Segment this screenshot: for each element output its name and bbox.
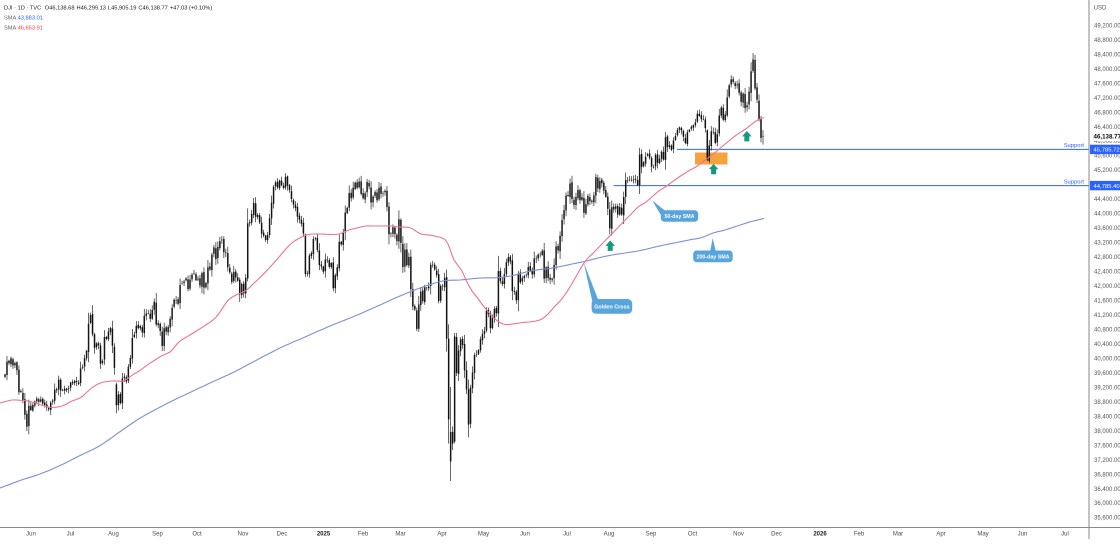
svg-text:Golden Cross: Golden Cross <box>594 304 629 310</box>
svg-text:Feb: Feb <box>358 532 369 538</box>
svg-text:Sep: Sep <box>152 532 163 538</box>
svg-text:Mar: Mar <box>893 532 903 538</box>
svg-text:44,785.40: 44,785.40 <box>1094 184 1120 190</box>
svg-text:Apr: Apr <box>437 532 446 538</box>
svg-text:36,800.00: 36,800.00 <box>1094 472 1120 478</box>
svg-text:37,200.00: 37,200.00 <box>1094 458 1120 464</box>
svg-text:47,600.00: 47,600.00 <box>1094 81 1120 87</box>
svg-text:39,600.00: 39,600.00 <box>1094 371 1120 377</box>
svg-text:200-day SMA: 200-day SMA <box>697 254 730 260</box>
svg-text:42,800.00: 42,800.00 <box>1094 255 1120 261</box>
svg-text:Oct: Oct <box>688 532 698 538</box>
svg-text:47,200.00: 47,200.00 <box>1094 96 1120 102</box>
svg-text:48,000.00: 48,000.00 <box>1094 67 1120 73</box>
svg-text:43,200.00: 43,200.00 <box>1094 241 1120 247</box>
svg-text:SMA 46,653.91: SMA 46,653.91 <box>4 25 43 31</box>
svg-text:46,800.00: 46,800.00 <box>1094 110 1120 116</box>
svg-text:37,600.00: 37,600.00 <box>1094 443 1120 449</box>
svg-text:38,800.00: 38,800.00 <box>1094 400 1120 406</box>
svg-text:50-day SMA: 50-day SMA <box>664 214 694 220</box>
svg-text:Dec: Dec <box>771 532 782 538</box>
svg-text:35,600.00: 35,600.00 <box>1094 516 1120 522</box>
svg-text:Support: Support <box>1064 143 1085 149</box>
svg-text:38,400.00: 38,400.00 <box>1094 414 1120 420</box>
svg-text:39,200.00: 39,200.00 <box>1094 385 1120 391</box>
svg-text:Oct: Oct <box>192 532 202 538</box>
svg-text:42,400.00: 42,400.00 <box>1094 270 1120 276</box>
svg-text:42,000.00: 42,000.00 <box>1094 284 1120 290</box>
svg-text:45,200.00: 45,200.00 <box>1094 168 1120 174</box>
svg-text:Jun: Jun <box>26 532 36 538</box>
svg-text:Sep: Sep <box>646 532 657 538</box>
svg-text:Nov: Nov <box>733 532 744 538</box>
svg-text:May: May <box>478 532 489 538</box>
svg-text:45,600.00: 45,600.00 <box>1094 154 1120 160</box>
svg-text:Mar: Mar <box>395 532 405 538</box>
svg-text:40,000.00: 40,000.00 <box>1094 356 1120 362</box>
svg-text:40,400.00: 40,400.00 <box>1094 342 1120 348</box>
svg-text:Dec: Dec <box>277 532 288 538</box>
svg-text:Aug: Aug <box>108 532 119 538</box>
svg-text:48,400.00: 48,400.00 <box>1094 52 1120 58</box>
svg-text:Jul: Jul <box>563 532 571 538</box>
svg-text:Nov: Nov <box>238 532 249 538</box>
svg-text:46,138.77: 46,138.77 <box>1094 134 1120 141</box>
svg-text:Support: Support <box>1064 179 1085 185</box>
svg-text:Aug: Aug <box>604 532 615 538</box>
svg-text:41,200.00: 41,200.00 <box>1094 313 1120 319</box>
svg-text:45,785.72: 45,785.72 <box>1094 148 1120 154</box>
svg-text:44,000.00: 44,000.00 <box>1094 212 1120 218</box>
svg-text:Apr: Apr <box>936 532 945 538</box>
svg-text:38,000.00: 38,000.00 <box>1094 429 1120 435</box>
svg-text:May: May <box>977 532 988 538</box>
svg-text:2025: 2025 <box>317 532 331 538</box>
svg-text:USD: USD <box>1094 5 1107 11</box>
svg-text:49,200.00: 49,200.00 <box>1094 23 1120 29</box>
svg-text:Feb: Feb <box>854 532 865 538</box>
svg-text:Jul: Jul <box>67 532 75 538</box>
svg-text:SMA 43,883.01: SMA 43,883.01 <box>4 15 43 21</box>
svg-text:Jul: Jul <box>1061 532 1069 538</box>
svg-text:Jun: Jun <box>1018 532 1028 538</box>
svg-text:Jun: Jun <box>520 532 530 538</box>
svg-text:2026: 2026 <box>813 532 827 538</box>
svg-text:43,600.00: 43,600.00 <box>1094 226 1120 232</box>
svg-text:36,400.00: 36,400.00 <box>1094 487 1120 493</box>
svg-text:36,000.00: 36,000.00 <box>1094 501 1120 507</box>
svg-text:41,600.00: 41,600.00 <box>1094 299 1120 305</box>
svg-text:40,800.00: 40,800.00 <box>1094 328 1120 334</box>
svg-text:46,400.00: 46,400.00 <box>1094 125 1120 131</box>
svg-text:44,400.00: 44,400.00 <box>1094 197 1120 203</box>
svg-text:48,800.00: 48,800.00 <box>1094 38 1120 44</box>
